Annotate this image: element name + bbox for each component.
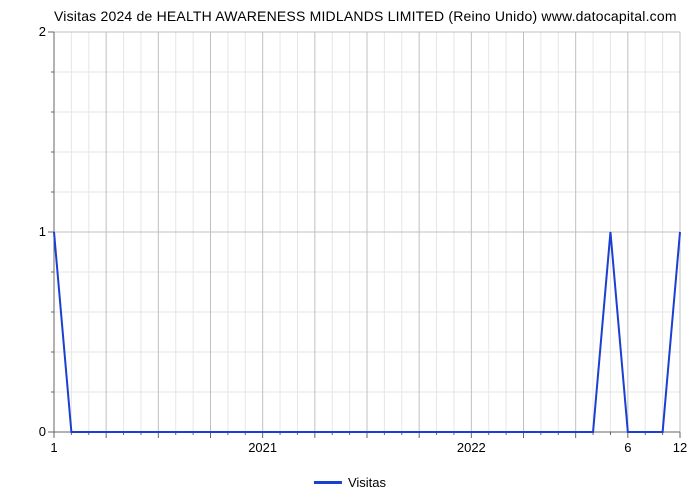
legend-label: Visitas bbox=[348, 475, 386, 490]
x-tick-label: 6 bbox=[624, 440, 631, 455]
legend-swatch bbox=[314, 481, 342, 484]
y-tick-label: 1 bbox=[6, 224, 46, 239]
x-tick-label: 12 bbox=[673, 440, 687, 455]
x-tick-label: 2021 bbox=[248, 440, 277, 455]
x-tick-label: 1 bbox=[50, 440, 57, 455]
chart-svg bbox=[54, 32, 680, 432]
chart-title: Visitas 2024 de HEALTH AWARENESS MIDLAND… bbox=[54, 8, 677, 24]
y-tick-label: 0 bbox=[6, 424, 46, 439]
chart-container: Visitas 2024 de HEALTH AWARENESS MIDLAND… bbox=[0, 0, 700, 500]
legend: Visitas bbox=[314, 475, 386, 490]
y-tick-label: 2 bbox=[6, 24, 46, 39]
x-tick-label: 2022 bbox=[457, 440, 486, 455]
plot-area bbox=[54, 32, 680, 432]
